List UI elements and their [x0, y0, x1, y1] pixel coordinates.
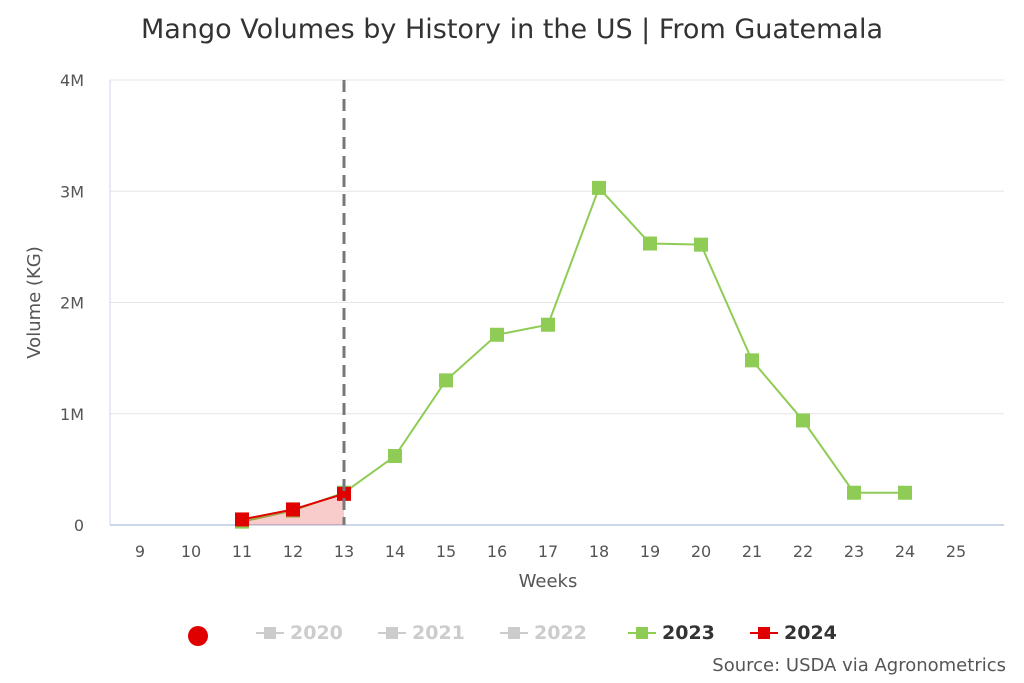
data-point-2023 [388, 449, 402, 464]
data-point-2024 [337, 486, 351, 501]
data-point-2023 [898, 485, 912, 500]
x-tick-label: 25 [946, 542, 966, 561]
x-tick-label: 10 [181, 542, 201, 561]
x-tick-label: 17 [538, 542, 558, 561]
chart-title: Mango Volumes by History in the US | Fro… [141, 14, 883, 45]
legend-label: 2022 [534, 622, 587, 644]
x-tick-label: 20 [691, 542, 711, 561]
data-point-2023 [592, 180, 606, 195]
data-point-2023 [847, 485, 861, 500]
data-point-2024 [235, 512, 249, 527]
y-tick-label: 0 [74, 516, 84, 535]
source-note: Source: USDA via Agronometrics [712, 655, 1006, 676]
legend-marker-dot[interactable] [188, 626, 208, 646]
y-tick-label: 4M [60, 71, 84, 90]
data-point-2023 [643, 236, 657, 251]
legend-item-2022[interactable]: 2022 [500, 622, 587, 644]
series-line-2023 [241, 186, 905, 523]
x-tick-label: 24 [895, 542, 915, 561]
data-point-2023 [745, 353, 759, 368]
legend-label: 2020 [290, 622, 343, 644]
data-point-2023 [796, 413, 810, 428]
data-point-2023 [694, 237, 708, 252]
x-tick-label: 9 [135, 542, 145, 561]
x-tick-label: 22 [793, 542, 813, 561]
x-tick-label: 14 [385, 542, 405, 561]
legend-symbol-icon [750, 627, 778, 639]
x-tick-label: 15 [436, 542, 456, 561]
x-tick-label: 21 [742, 542, 762, 561]
legend-symbol-icon [500, 627, 528, 639]
legend-item-2020[interactable]: 2020 [256, 622, 343, 644]
legend-symbol-icon [256, 627, 284, 639]
x-tick-label: 23 [844, 542, 864, 561]
legend-item-2021[interactable]: 2021 [378, 622, 465, 644]
x-tick-label: 12 [283, 542, 303, 561]
y-tick-label: 3M [60, 182, 84, 201]
legend-label: 2021 [412, 622, 465, 644]
data-point-2023 [541, 317, 555, 332]
legend-label: 2024 [784, 622, 837, 644]
data-point-2023 [490, 327, 504, 342]
x-tick-label: 18 [589, 542, 609, 561]
x-tick-label: 13 [334, 542, 354, 561]
y-tick-label: 2M [60, 294, 84, 313]
legend-symbol-icon [628, 627, 656, 639]
y-axis-title: Volume (KG) [24, 246, 45, 358]
legend-item-2023[interactable]: 2023 [628, 622, 715, 644]
legend-symbol-icon [378, 627, 406, 639]
y-tick-label: 1M [60, 405, 84, 424]
x-tick-label: 19 [640, 542, 660, 561]
x-axis-title: Weeks [519, 571, 578, 592]
legend-label: 2023 [662, 622, 715, 644]
legend-item-2024[interactable]: 2024 [750, 622, 837, 644]
data-point-2023 [439, 373, 453, 388]
x-tick-label: 11 [232, 542, 252, 561]
data-point-2024 [286, 502, 300, 517]
x-tick-label: 16 [487, 542, 507, 561]
